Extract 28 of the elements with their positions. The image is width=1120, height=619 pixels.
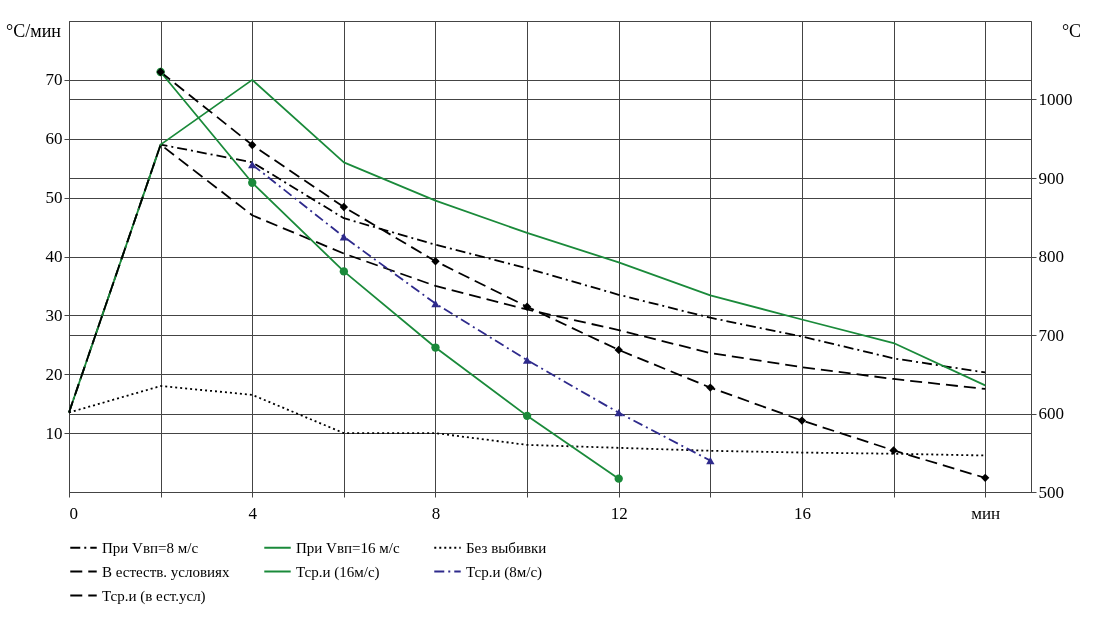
x-tick-label: 16	[793, 503, 811, 523]
x-tick-label: 12	[610, 503, 628, 523]
y2-tick-label: 500	[1038, 482, 1064, 502]
y2-tick-label: 600	[1038, 404, 1064, 423]
legend-label: Тср.и (16м/с)	[296, 563, 380, 581]
y2-axis-title: °C	[1061, 20, 1082, 41]
y2-tick-label: 700	[1038, 325, 1064, 345]
legend-label: При Vвп=16 м/с	[296, 539, 400, 556]
legend-label: Тср.и (в ест.усл)	[102, 587, 206, 605]
legend-label: Без выбивки	[466, 539, 547, 556]
y-tick-label: 70	[45, 70, 63, 90]
y-axis-title: °C/мин	[6, 20, 62, 41]
legend-label: Тср.и (8м/с)	[466, 563, 543, 581]
x-tick-label: 8	[431, 503, 441, 523]
y-tick-label: 20	[45, 364, 63, 384]
x-tick-label: 0	[69, 503, 78, 523]
y-tick-label: 50	[45, 188, 63, 208]
x-tick-label: мин	[971, 503, 1001, 523]
x-tick-label: 4	[248, 503, 258, 523]
y-tick-label: 40	[45, 247, 63, 266]
y-tick-label: 30	[45, 305, 63, 325]
y2-tick-label: 1000	[1038, 90, 1073, 109]
y-tick-label: 60	[45, 129, 63, 149]
legend-label: При Vвп=8 м/с	[102, 539, 199, 556]
y2-tick-label: 900	[1038, 168, 1064, 188]
y-tick-label: 10	[45, 423, 63, 443]
legend-label: В естеств. условиях	[102, 563, 230, 580]
y2-tick-label: 800	[1038, 247, 1064, 266]
